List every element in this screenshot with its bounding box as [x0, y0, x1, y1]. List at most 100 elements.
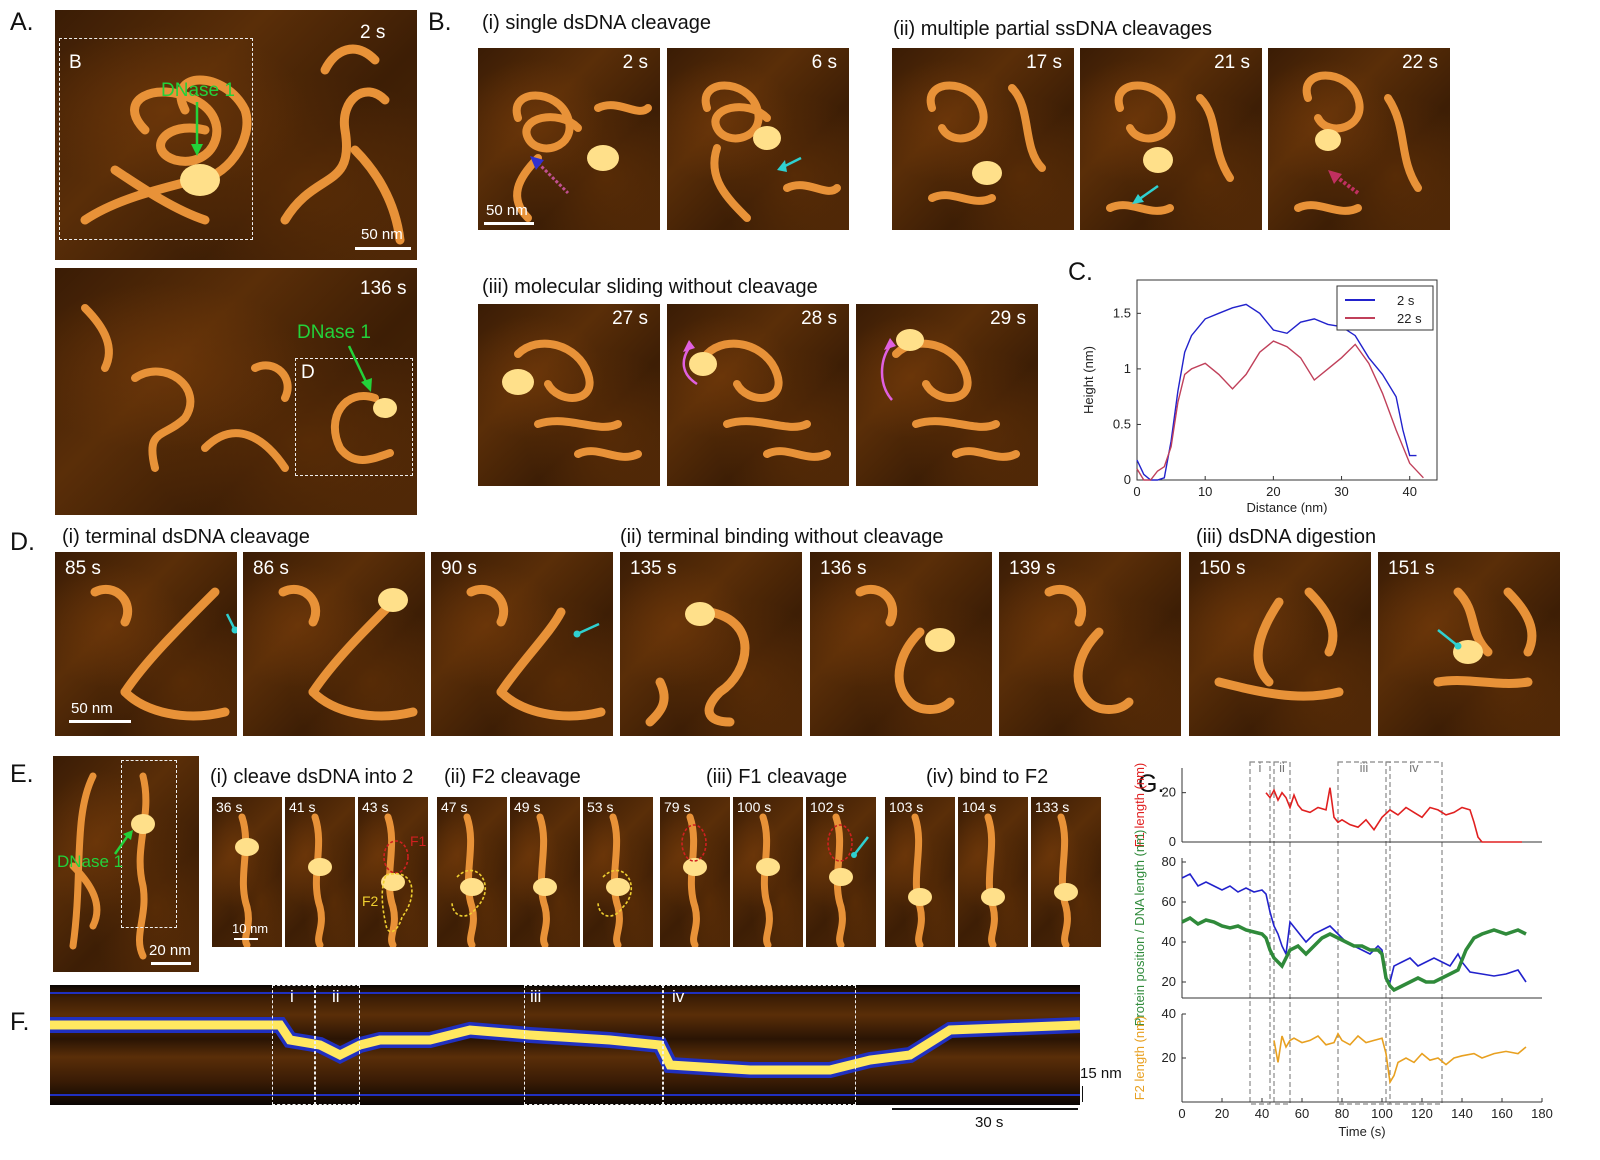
- x-tick-label: 40: [1402, 484, 1416, 499]
- kymograph: i ii iii iv: [50, 985, 1080, 1105]
- dna-strands: [1106, 81, 1234, 215]
- dna-strands: [502, 339, 642, 461]
- afm-frame-b-ii-3: 22 s: [1268, 48, 1450, 230]
- f1-label: F1: [410, 833, 427, 849]
- timestamp: 100 s: [737, 799, 772, 815]
- panel-b-i-title: (i) single dsDNA cleavage: [482, 12, 711, 34]
- green-arrow-icon: [113, 830, 133, 855]
- x-tick-label: 80: [1335, 1106, 1349, 1121]
- y-axis-label: Protein position / DNA length (nm): [1132, 830, 1147, 1027]
- dna-strands: [827, 813, 869, 947]
- dna-strands: [533, 813, 557, 947]
- y-tick-label: 0: [1124, 472, 1131, 487]
- timestamp: 29 s: [990, 308, 1026, 329]
- x-tick-label: 100: [1371, 1106, 1393, 1121]
- timestamp: 6 s: [811, 52, 837, 73]
- panel-e-i-title: (i) cleave dsDNA into 2: [210, 766, 414, 788]
- dna-strands: [855, 584, 955, 714]
- region-label: i: [290, 987, 294, 1006]
- timestamp: 47 s: [441, 799, 468, 815]
- green-arrow-icon: [347, 345, 372, 392]
- region-box: [662, 985, 856, 1105]
- panel-label-e: E.: [10, 760, 34, 788]
- y-tick-label: 20: [1162, 785, 1176, 800]
- afm-frame-e-3: 43 s F1 F2: [358, 797, 428, 947]
- timestamp: 17 s: [1026, 52, 1062, 73]
- dna-strands: [1433, 587, 1537, 688]
- dnase-label: DNase 1: [57, 852, 124, 871]
- legend-label: 2 s: [1397, 293, 1415, 308]
- afm-frame-b-iii-3: 29 s: [856, 304, 1038, 486]
- x-tick-label: 180: [1531, 1106, 1553, 1121]
- series-line: [1181, 915, 1527, 993]
- afm-frame-e-11: 104 s: [958, 797, 1028, 947]
- dna-strands: [1044, 584, 1134, 714]
- x-tick-label: 30: [1334, 484, 1348, 499]
- afm-frame-b-ii-1: 17 s: [892, 48, 1074, 230]
- panel-d-ii-title: (ii) terminal binding without cleavage: [620, 526, 944, 548]
- x-tick-label: 160: [1491, 1106, 1513, 1121]
- region-box: [1273, 761, 1291, 1105]
- dna-strands: [81, 304, 397, 472]
- y-tick-label: 40: [1162, 1006, 1176, 1021]
- y-tick-label: 80: [1162, 854, 1176, 869]
- afm-image-e-overview: DNase 1 20 nm: [53, 756, 199, 972]
- timestamp: 2 s: [360, 22, 386, 43]
- dna-strands: [80, 44, 405, 245]
- dna-strands: [908, 813, 932, 947]
- scale-bar: [151, 962, 191, 965]
- region-box: [1385, 761, 1443, 1105]
- panel-d-iii-title: (iii) dsDNA digestion: [1196, 526, 1377, 548]
- x-axis-label: Distance (nm): [1247, 500, 1328, 515]
- afm-frame-e-2: 41 s: [285, 797, 355, 947]
- dna-strands: [278, 584, 418, 721]
- timestamp: 86 s: [253, 558, 289, 579]
- afm-frame-d-1: 85 s 50 nm: [55, 552, 237, 736]
- afm-frame-e-9: 102 s: [806, 797, 876, 947]
- y-tick-label: 0: [1169, 834, 1176, 849]
- series-line: [1273, 1032, 1527, 1085]
- scale-x-bar: [892, 1108, 1078, 1110]
- series-line: [1265, 787, 1522, 843]
- scale-bar: [355, 247, 411, 250]
- panel-e-ii-title: (ii) F2 cleavage: [444, 766, 581, 788]
- afm-frame-e-6: 53 s: [583, 797, 653, 947]
- afm-frame-e-10: 103 s: [885, 797, 955, 947]
- dna-strands: [981, 813, 1005, 947]
- dna-strands: [756, 813, 780, 947]
- legend-box: [1336, 285, 1434, 331]
- dna-strands: [682, 339, 831, 461]
- x-tick-label: 0: [1178, 1106, 1185, 1121]
- afm-frame-b-i-1: 2 s 50 nm: [478, 48, 660, 230]
- timestamp: 85 s: [65, 558, 101, 579]
- region-label: ii: [1279, 760, 1285, 775]
- timestamp: 36 s: [216, 799, 243, 815]
- timestamp: 41 s: [289, 799, 316, 815]
- box-d-label: D: [301, 362, 315, 383]
- region-label: iv: [1409, 760, 1419, 775]
- region-box: [314, 985, 360, 1105]
- x-tick-label: 0: [1133, 484, 1140, 499]
- box-b: [59, 38, 253, 240]
- timestamp: 136 s: [360, 278, 407, 299]
- afm-frame-e-12: 133 s: [1031, 797, 1101, 947]
- scale-y-bar: [1082, 1086, 1083, 1102]
- afm-frame-e-4: 47 s: [437, 797, 507, 947]
- y-tick-label: 1: [1124, 361, 1131, 376]
- y-tick-label: 1.5: [1113, 305, 1131, 320]
- dna-strands: [880, 329, 1020, 461]
- x-tick-label: 40: [1255, 1106, 1269, 1121]
- scale-y-label: 15 nm: [1080, 1065, 1122, 1082]
- timestamp: 135 s: [630, 558, 677, 579]
- panel-b-ii-title: (ii) multiple partial ssDNA cleavages: [893, 18, 1213, 40]
- y-tick-label: 0.5: [1113, 416, 1131, 431]
- region-label: iii: [1360, 760, 1369, 775]
- afm-frame-e-7: 79 s: [660, 797, 730, 947]
- panel-label-g: G.: [1138, 770, 1165, 798]
- dna-strands: [701, 81, 841, 222]
- afm-frame-d-6: 139 s: [999, 552, 1181, 736]
- scale-label: 50 nm: [71, 700, 113, 717]
- dnase-label: DNase 1: [161, 80, 235, 101]
- timestamp: 139 s: [1009, 558, 1056, 579]
- timestamp: 150 s: [1199, 558, 1246, 579]
